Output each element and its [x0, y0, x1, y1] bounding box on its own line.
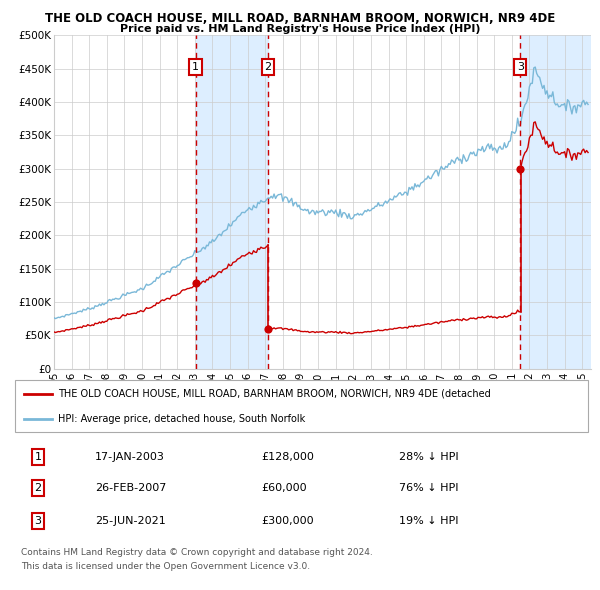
Text: HPI: Average price, detached house, South Norfolk: HPI: Average price, detached house, Sout…: [58, 414, 305, 424]
Text: 76% ↓ HPI: 76% ↓ HPI: [399, 483, 458, 493]
Text: 19% ↓ HPI: 19% ↓ HPI: [399, 516, 458, 526]
Text: 26-FEB-2007: 26-FEB-2007: [95, 483, 167, 493]
Text: £128,000: £128,000: [262, 453, 314, 462]
Text: 3: 3: [34, 516, 41, 526]
FancyBboxPatch shape: [15, 380, 588, 432]
Text: THE OLD COACH HOUSE, MILL ROAD, BARNHAM BROOM, NORWICH, NR9 4DE (detached: THE OLD COACH HOUSE, MILL ROAD, BARNHAM …: [58, 389, 491, 399]
Text: THE OLD COACH HOUSE, MILL ROAD, BARNHAM BROOM, NORWICH, NR9 4DE: THE OLD COACH HOUSE, MILL ROAD, BARNHAM …: [45, 12, 555, 25]
Text: 28% ↓ HPI: 28% ↓ HPI: [399, 453, 458, 462]
Text: 1: 1: [34, 453, 41, 462]
Bar: [520, 35, 591, 369]
Text: Price paid vs. HM Land Registry's House Price Index (HPI): Price paid vs. HM Land Registry's House …: [120, 24, 480, 34]
Point: [515, 164, 525, 173]
Text: Contains HM Land Registry data © Crown copyright and database right 2024.: Contains HM Land Registry data © Crown c…: [21, 548, 373, 556]
Text: 3: 3: [517, 62, 524, 72]
Text: This data is licensed under the Open Government Licence v3.0.: This data is licensed under the Open Gov…: [21, 562, 310, 571]
Point: [263, 324, 273, 333]
Text: 2: 2: [34, 483, 41, 493]
Bar: [196, 35, 268, 369]
Text: 25-JUN-2021: 25-JUN-2021: [95, 516, 166, 526]
Text: 17-JAN-2003: 17-JAN-2003: [95, 453, 165, 462]
Point: [191, 278, 200, 288]
Text: 1: 1: [192, 62, 199, 72]
Text: 2: 2: [265, 62, 271, 72]
Text: £300,000: £300,000: [262, 516, 314, 526]
Text: £60,000: £60,000: [262, 483, 307, 493]
